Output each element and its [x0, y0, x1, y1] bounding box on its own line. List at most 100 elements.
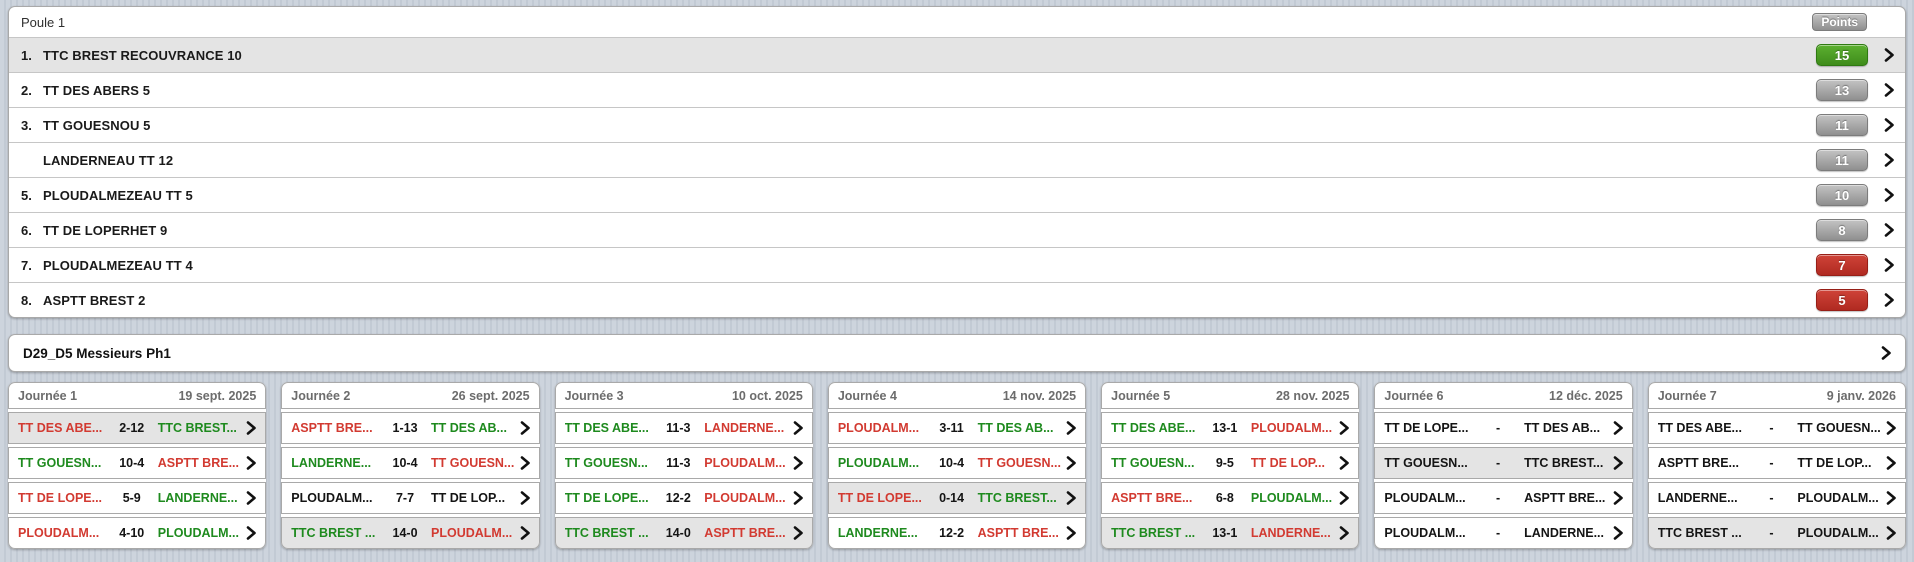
match-row[interactable]: TT DE LOPE... 5-9 LANDERNE...: [8, 482, 267, 514]
match-row[interactable]: TT DES ABE... 2-12 TTC BREST...: [8, 412, 267, 444]
match-home-team: ASPTT BRE...: [1111, 491, 1193, 505]
match-row[interactable]: TT GOUESN... 10-4 ASPTT BRE...: [8, 447, 267, 479]
match-row[interactable]: ASPTT BRE... 1-13 TT DES AB...: [281, 412, 540, 444]
match-row[interactable]: TTC BREST ... - PLOUDALM...: [1647, 517, 1906, 549]
match-home-team: PLOUDALM...: [291, 491, 373, 505]
standing-row[interactable]: 3. TT GOUESNOU 5 11: [9, 107, 1905, 142]
match-row[interactable]: TT DE LOPE... 12-2 PLOUDALM...: [554, 482, 813, 514]
match-row[interactable]: LANDERNE... 10-4 TT GOUESN...: [281, 447, 540, 479]
match-home-team: TT DE LOPE...: [564, 491, 649, 505]
match-away-team: PLOUDALM...: [704, 456, 786, 470]
match-score: 13-1: [1212, 421, 1238, 435]
chevron-right-icon: [246, 421, 257, 435]
chevron-right-icon: [1066, 491, 1076, 505]
match-row[interactable]: LANDERNE... 12-2 ASPTT BRE...: [827, 517, 1087, 549]
match-home-team: ASPTT BRE...: [291, 421, 373, 435]
chevron-right-icon: [1884, 223, 1894, 237]
standing-row[interactable]: LANDERNEAU TT 12 11: [9, 142, 1905, 177]
match-row[interactable]: PLOUDALM... 10-4 TT GOUESN...: [827, 447, 1087, 479]
round-header: Journée 4 14 nov. 2025: [827, 382, 1087, 409]
match-away-team: ASPTT BRE...: [977, 526, 1059, 540]
match-row[interactable]: PLOUDALM... - LANDERNE...: [1374, 517, 1633, 549]
round-date: 12 déc. 2025: [1549, 388, 1623, 403]
standing-row[interactable]: 7. PLOUDALMEZEAU TT 4 7: [9, 247, 1905, 282]
match-row[interactable]: TTC BREST ... 14-0 PLOUDALM...: [281, 517, 540, 549]
match-score: -: [1769, 491, 1774, 505]
match-row[interactable]: TTC BREST ... 13-1 LANDERNE...: [1101, 517, 1360, 549]
match-score: -: [1496, 421, 1501, 435]
points-badge: 10: [1816, 184, 1868, 206]
division-bar[interactable]: D29_D5 Messieurs Ph1: [8, 334, 1906, 372]
chevron-right-icon: [1884, 153, 1894, 167]
match-row[interactable]: ASPTT BRE... - TT DE LOP...: [1647, 447, 1906, 479]
match-row[interactable]: TTC BREST ... 14-0 ASPTT BRE...: [554, 517, 813, 549]
match-row[interactable]: TT DES ABE... - TT GOUESN...: [1647, 412, 1906, 444]
round-header: Journée 5 28 nov. 2025: [1101, 382, 1360, 409]
round-header: Journée 2 26 sept. 2025: [281, 382, 540, 409]
round-date: 14 nov. 2025: [1002, 388, 1077, 403]
match-home-team: TTC BREST ...: [291, 526, 376, 540]
match-home-team: TT DES ABE...: [1657, 421, 1742, 435]
round-card: Journée 1 19 sept. 2025 TT DES ABE... 2-…: [8, 382, 267, 549]
match-score: 14-0: [392, 526, 418, 540]
chevron-right-icon: [1340, 526, 1350, 540]
match-home-team: TTC BREST ...: [1657, 526, 1742, 540]
match-score: -: [1769, 526, 1774, 540]
standing-rank: 5.: [21, 187, 32, 203]
match-score: 10-4: [119, 456, 145, 470]
division-title: D29_D5 Messieurs Ph1: [23, 345, 171, 361]
match-row[interactable]: TT GOUESN... 11-3 PLOUDALM...: [554, 447, 813, 479]
standing-row[interactable]: 8. ASPTT BREST 2 5: [9, 282, 1905, 317]
match-row[interactable]: PLOUDALM... 7-7 TT DE LOP...: [281, 482, 540, 514]
match-score: 3-11: [939, 421, 964, 435]
match-home-team: TT GOUESN...: [564, 456, 648, 470]
standing-row[interactable]: 1. TTC BREST RECOUVRANCE 10 15: [9, 37, 1905, 72]
points-badge: 5: [1816, 289, 1868, 311]
match-home-team: LANDERNE...: [1657, 491, 1738, 505]
match-score: 1-13: [392, 421, 418, 435]
match-row[interactable]: PLOUDALM... 3-11 TT DES AB...: [827, 412, 1087, 444]
standing-row[interactable]: 6. TT DE LOPERHET 9 8: [9, 212, 1905, 247]
standing-team-name: LANDERNEAU TT 12: [43, 152, 174, 168]
round-title: Journée 3: [564, 388, 624, 403]
match-row[interactable]: TT DE LOPE... 0-14 TTC BREST...: [827, 482, 1087, 514]
match-score: 2-12: [119, 421, 145, 435]
match-row[interactable]: TT GOUESN... 9-5 TT DE LOP...: [1101, 447, 1360, 479]
match-home-team: ASPTT BRE...: [1657, 456, 1739, 470]
standing-rank: 3.: [21, 117, 32, 133]
match-score: 4-10: [119, 526, 145, 540]
match-home-team: LANDERNE...: [837, 526, 918, 540]
match-row[interactable]: TT DES ABE... 13-1 PLOUDALM...: [1101, 412, 1360, 444]
match-score: -: [1496, 456, 1501, 470]
match-row[interactable]: TT GOUESN... - TTC BREST...: [1374, 447, 1633, 479]
match-home-team: PLOUDALM...: [837, 421, 920, 435]
match-away-team: TT DE LOP...: [1797, 456, 1872, 470]
chevron-right-icon: [1340, 421, 1350, 435]
match-row[interactable]: PLOUDALM... 4-10 PLOUDALM...: [8, 517, 267, 549]
chevron-right-icon: [1886, 526, 1896, 540]
chevron-right-icon: [793, 491, 803, 505]
match-away-team: PLOUDALM...: [157, 526, 239, 540]
standing-rank: 1.: [21, 47, 32, 63]
match-away-team: TT DES AB...: [431, 421, 507, 435]
match-away-team: LANDERNE...: [1250, 526, 1331, 540]
standing-row[interactable]: 5. PLOUDALMEZEAU TT 5 10: [9, 177, 1905, 212]
match-row[interactable]: LANDERNE... - PLOUDALM...: [1647, 482, 1906, 514]
match-row[interactable]: ASPTT BRE... 6-8 PLOUDALM...: [1101, 482, 1360, 514]
match-home-team: TT GOUESN...: [18, 456, 102, 470]
match-row[interactable]: TT DE LOPE... - TT DES AB...: [1374, 412, 1633, 444]
match-row[interactable]: TT DES ABE... 11-3 LANDERNE...: [554, 412, 813, 444]
pool-standings-card: Poule 1 Points 1. TTC BREST RECOUVRANCE …: [8, 6, 1906, 318]
rounds-strip: Journée 1 19 sept. 2025 TT DES ABE... 2-…: [8, 382, 1906, 549]
standing-row[interactable]: 2. TT DES ABERS 5 13: [9, 72, 1905, 107]
match-away-team: PLOUDALM...: [1250, 421, 1333, 435]
match-home-team: PLOUDALM...: [837, 456, 920, 470]
round-card: Journée 6 12 déc. 2025 TT DE LOPE... - T…: [1374, 382, 1633, 549]
standing-team-name: TT DES ABERS 5: [43, 82, 151, 98]
match-row[interactable]: PLOUDALM... - ASPTT BRE...: [1374, 482, 1633, 514]
match-home-team: PLOUDALM...: [1384, 491, 1466, 505]
chevron-right-icon: [1613, 491, 1623, 505]
match-away-team: TT GOUESN...: [1797, 421, 1881, 435]
match-away-team: PLOUDALM...: [1250, 491, 1333, 505]
points-badge: 7: [1816, 254, 1868, 276]
